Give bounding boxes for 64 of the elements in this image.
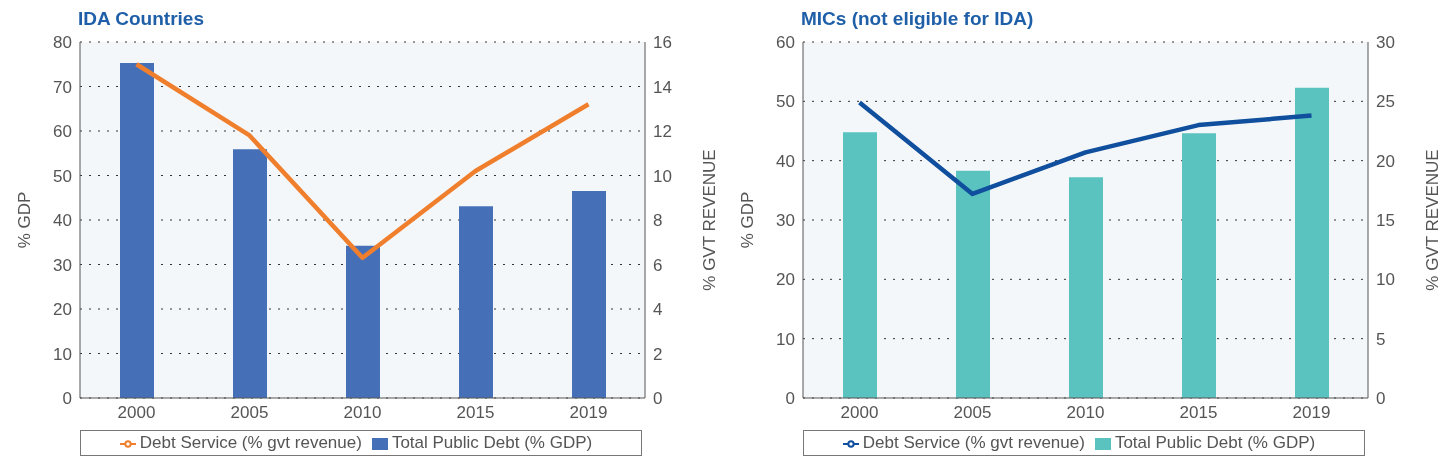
legend-label: Total Public Debt (% GDP) xyxy=(1114,433,1316,452)
y2-tick-label: 5 xyxy=(1376,329,1386,349)
y-tick-label: 20 xyxy=(776,270,795,290)
bar xyxy=(120,62,154,398)
y2-tick-label: 0 xyxy=(653,389,663,409)
y2-tick-label: 20 xyxy=(1376,151,1395,171)
legend-label: Debt Service (% gvt revenue) xyxy=(139,433,362,452)
y-tick-label: 0 xyxy=(62,389,72,409)
y-tick-label: 0 xyxy=(785,389,795,409)
chart-title: IDA Countries xyxy=(78,8,204,30)
x-tick-label: 2019 xyxy=(1292,403,1331,423)
x-tick-label: 2010 xyxy=(1066,403,1105,423)
bar xyxy=(843,132,877,398)
x-tick-label: 2019 xyxy=(569,403,608,423)
y2-tick-label: 10 xyxy=(653,166,672,186)
bar xyxy=(233,149,267,398)
y2-tick-label: 15 xyxy=(1376,211,1395,231)
y-tick-label: 10 xyxy=(53,344,72,364)
y2-tick-label: 16 xyxy=(653,33,672,53)
y2-axis-title: % GVT REVENUE xyxy=(700,149,720,291)
x-tick-label: 2015 xyxy=(456,403,495,423)
y-tick-label: 40 xyxy=(776,151,795,171)
y-tick-label: 50 xyxy=(53,166,72,186)
bar xyxy=(1295,87,1329,398)
line-series xyxy=(857,100,1314,197)
y-axis-title: % GDP xyxy=(738,191,758,249)
y-tick-label: 30 xyxy=(53,255,72,275)
legend-label: Debt Service (% gvt revenue) xyxy=(862,433,1085,452)
x-tick-label: 2015 xyxy=(1179,403,1218,423)
bar xyxy=(956,170,990,398)
x-tick-label: 2000 xyxy=(117,403,156,423)
chart-title: MICs (not eligible for IDA) xyxy=(801,8,1034,30)
y-axis-title: % GDP xyxy=(15,191,35,249)
y2-tick-label: 30 xyxy=(1376,33,1395,53)
y2-tick-label: 14 xyxy=(653,77,672,97)
y2-tick-label: 8 xyxy=(653,211,663,231)
y-tick-label: 10 xyxy=(776,329,795,349)
y-tick-label: 20 xyxy=(53,300,72,320)
bar xyxy=(346,245,380,398)
y-tick-label: 60 xyxy=(776,33,795,53)
y2-tick-label: 4 xyxy=(653,300,663,320)
y2-tick-label: 6 xyxy=(653,255,663,275)
y2-tick-label: 25 xyxy=(1376,92,1395,112)
y2-tick-label: 0 xyxy=(1376,389,1386,409)
y2-tick-label: 10 xyxy=(1376,270,1395,290)
legend-label: Total Public Debt (% GDP) xyxy=(391,433,593,452)
y-tick-label: 40 xyxy=(53,211,72,231)
line-series xyxy=(134,62,591,261)
y2-axis-title: % GVT REVENUE xyxy=(1423,149,1443,291)
y-tick-label: 30 xyxy=(776,211,795,231)
y-tick-label: 60 xyxy=(53,122,72,142)
x-tick-label: 2000 xyxy=(840,403,879,423)
bar xyxy=(459,206,493,398)
bar xyxy=(1069,177,1103,398)
y-tick-label: 50 xyxy=(776,92,795,112)
y-tick-label: 80 xyxy=(53,33,72,53)
x-tick-label: 2005 xyxy=(953,403,992,423)
x-tick-label: 2010 xyxy=(343,403,382,423)
bar xyxy=(572,191,606,398)
y-tick-label: 70 xyxy=(53,77,72,97)
x-tick-label: 2005 xyxy=(230,403,269,423)
y2-tick-label: 12 xyxy=(653,122,672,142)
bar xyxy=(1182,133,1216,398)
y2-tick-label: 2 xyxy=(653,344,663,364)
